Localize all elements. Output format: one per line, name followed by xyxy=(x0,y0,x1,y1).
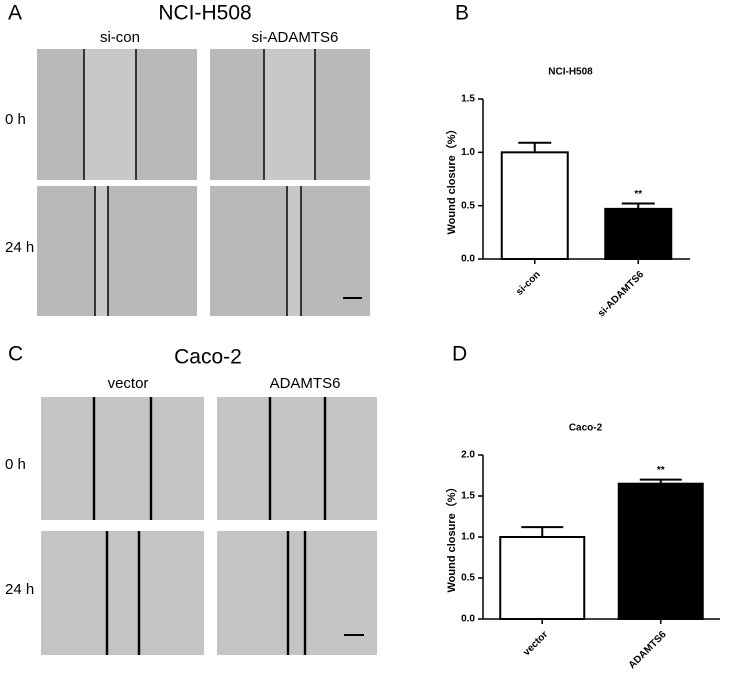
bar xyxy=(500,151,569,260)
y-tick-label: 0.5 xyxy=(461,573,475,584)
bar xyxy=(499,536,586,620)
micrograph xyxy=(37,49,197,180)
y-tick-label: 1.5 xyxy=(461,491,475,502)
row-label: 0 h xyxy=(5,456,26,473)
panel-title: Caco-2 xyxy=(174,346,242,369)
row-label: 0 h xyxy=(5,111,26,128)
column-label: si-ADAMTS6 xyxy=(252,29,339,46)
significance: ** xyxy=(657,465,665,476)
y-tick-label: 1.5 xyxy=(461,94,475,105)
micrograph xyxy=(37,186,197,316)
micrograph xyxy=(41,531,204,655)
y-tick-label: 2.0 xyxy=(461,450,475,461)
column-label: ADAMTS6 xyxy=(270,375,341,392)
chart-title: NCI-H508 xyxy=(548,67,593,78)
micrograph xyxy=(210,49,370,180)
significance: ** xyxy=(634,189,642,200)
micrograph xyxy=(210,186,370,316)
x-tick-label: vector xyxy=(521,629,550,658)
x-tick-label: si-ADAMTS6 xyxy=(596,269,647,320)
chart-title: Caco-2 xyxy=(569,423,603,434)
panel-label: D xyxy=(452,343,467,366)
row-label: 24 h xyxy=(5,581,34,598)
x-tick-label: ADAMTS6 xyxy=(627,629,669,671)
micrograph xyxy=(217,531,377,655)
y-axis-label: Wound closure（%） xyxy=(445,481,458,592)
y-tick-label: 1.0 xyxy=(461,147,475,158)
panel-label: B xyxy=(455,2,469,25)
column-label: si-con xyxy=(100,29,140,46)
y-axis-label: Wound closure（%） xyxy=(445,123,458,234)
panel-label: A xyxy=(8,2,22,25)
panel-label: C xyxy=(8,343,23,366)
micrograph xyxy=(217,397,377,520)
panel-title: NCI-H508 xyxy=(158,2,251,25)
bar xyxy=(604,207,673,261)
y-tick-label: 0.5 xyxy=(461,200,475,211)
x-tick-label: si-con xyxy=(514,269,543,298)
y-tick-label: 0.0 xyxy=(461,614,475,625)
y-tick-label: 1.0 xyxy=(461,532,475,543)
row-label: 24 h xyxy=(5,239,34,256)
bar xyxy=(617,482,704,621)
column-label: vector xyxy=(108,375,149,392)
micrograph xyxy=(41,397,204,520)
y-tick-label: 0.0 xyxy=(461,254,475,265)
